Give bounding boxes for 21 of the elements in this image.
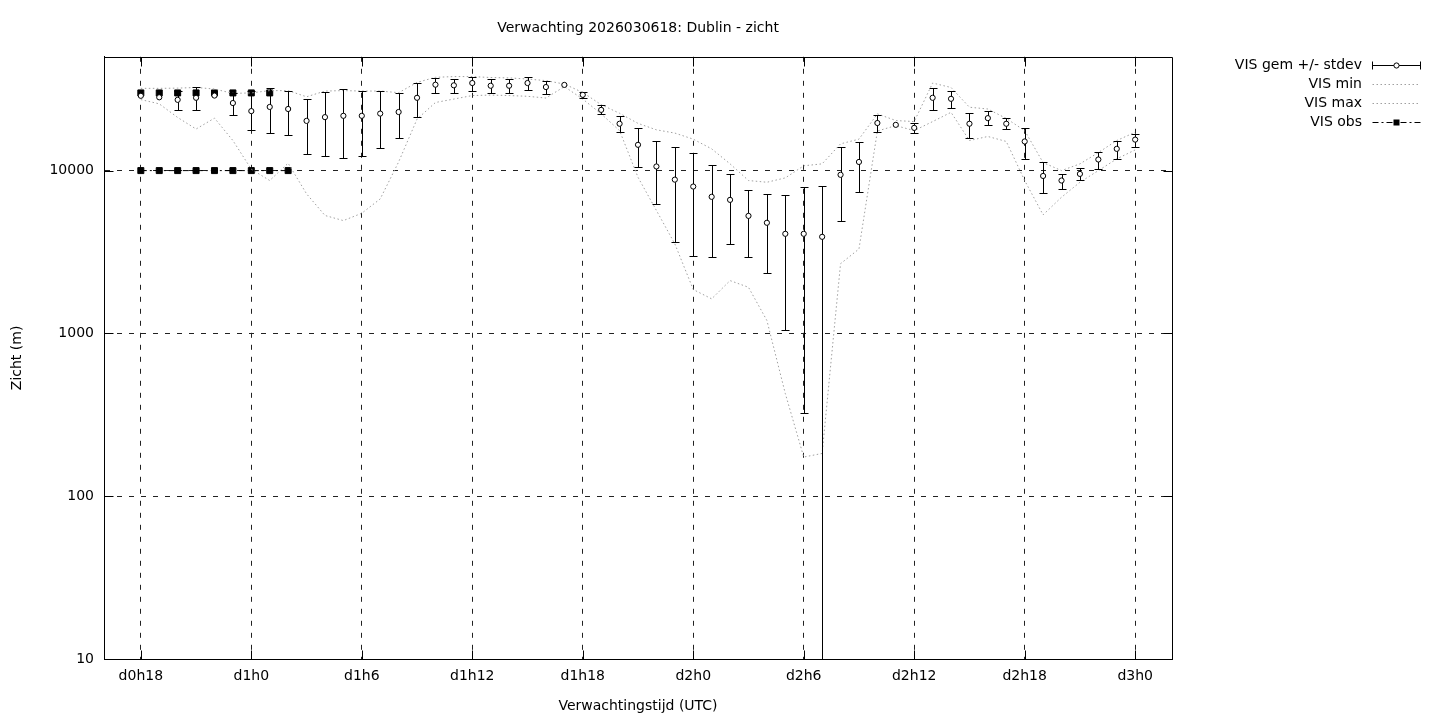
y-tick-label: 100	[67, 486, 94, 503]
y-tick-label: 1000	[58, 324, 94, 341]
x-tick-label: d2h6	[785, 667, 822, 684]
x-tick-label: d1h0	[233, 667, 270, 684]
y-tick-label: 10000	[49, 161, 94, 178]
x-tick-label: d2h18	[1002, 667, 1047, 684]
legend-label: VIS min	[1308, 75, 1362, 92]
x-tick-label: d1h12	[450, 667, 495, 684]
x-tick-label: d1h6	[344, 667, 380, 684]
legend-label: VIS gem +/- stdev	[1234, 56, 1362, 73]
x-axis-title: Verwachtingstijd (UTC)	[558, 697, 718, 714]
legend-label: VIS max	[1304, 94, 1362, 111]
y-tick-label: 10	[76, 649, 94, 666]
y-axis-title: Zicht (m)	[8, 325, 25, 391]
x-tick-label: d1h18	[560, 667, 605, 684]
legend-label: VIS obs	[1310, 113, 1362, 130]
chart-title: Verwachting 2026030618: Dublin - zicht	[497, 19, 780, 36]
x-tick-label: d0h18	[118, 667, 164, 684]
x-tick-label: d2h12	[891, 667, 937, 684]
x-tick-label: d2h0	[675, 667, 712, 684]
x-tick-label: d3h0	[1117, 667, 1153, 684]
